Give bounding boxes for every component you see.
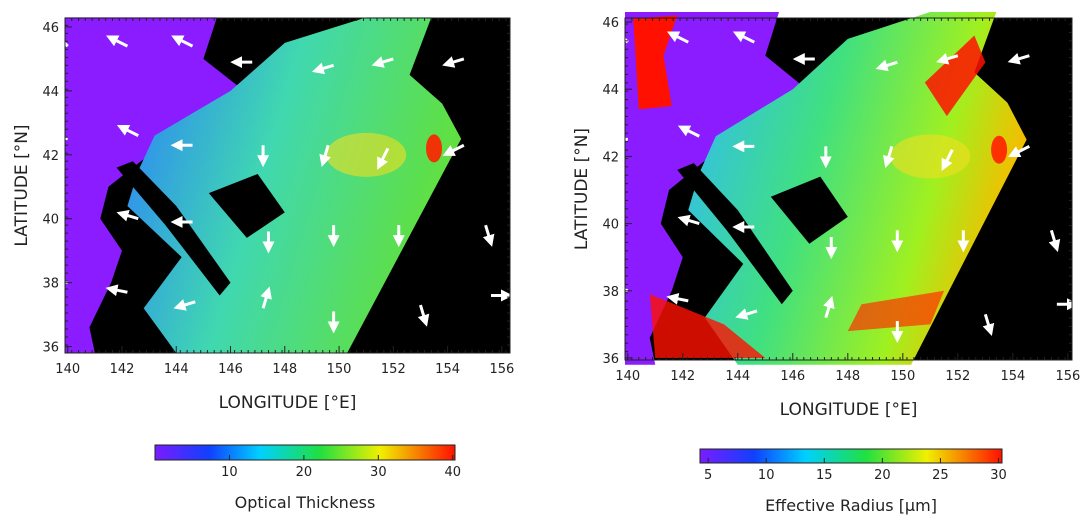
wind-arrow xyxy=(735,308,758,320)
x-tick-label: 146 xyxy=(218,362,243,377)
wind-arrow xyxy=(823,295,835,319)
x-tick-label: 142 xyxy=(670,369,695,384)
x-tick-label: 152 xyxy=(945,369,970,384)
large-droplet-area xyxy=(924,35,986,117)
x-tick-label: 140 xyxy=(615,369,640,384)
cloud-core xyxy=(890,134,971,179)
colorbar-tick-label: 20 xyxy=(296,465,313,480)
x-tick-label: 142 xyxy=(110,362,135,377)
colorbar xyxy=(154,444,456,461)
large-droplet-area xyxy=(847,290,945,332)
wind-arrow xyxy=(260,286,272,309)
wind-arrow xyxy=(732,31,755,44)
wind-arrow xyxy=(442,143,465,156)
x-axis-label: LONGITUDE [°E] xyxy=(780,400,918,420)
plot-frame xyxy=(624,17,1073,361)
colorbar-tick-label: 40 xyxy=(444,465,461,480)
wind-arrow xyxy=(106,35,129,48)
colorbar-label: Optical Thickness xyxy=(235,493,376,512)
cloud-core xyxy=(991,135,1008,164)
y-tick-label: 42 xyxy=(602,150,619,165)
x-tick-label: 144 xyxy=(725,369,750,384)
y-axis-label: LATITUDE [°N] xyxy=(572,128,592,250)
wind-arrow xyxy=(116,209,139,222)
x-tick-label: 154 xyxy=(435,362,460,377)
x-tick-label: 156 xyxy=(1055,369,1080,384)
clear-patch xyxy=(770,176,848,244)
colorbar-tick-label: 10 xyxy=(221,465,238,480)
cloud-core xyxy=(326,132,407,177)
y-tick-label: 40 xyxy=(602,218,619,233)
colorbar xyxy=(699,448,1003,464)
colorbar-tick-label: 20 xyxy=(874,468,891,483)
colorbar-tick-label: 25 xyxy=(932,468,949,483)
y-tick-label: 38 xyxy=(42,277,59,292)
wind-arrow xyxy=(173,299,196,311)
wind-arrow xyxy=(677,214,700,227)
wind-arrow xyxy=(171,35,194,48)
wind-arrow xyxy=(677,125,700,138)
large-droplet-area xyxy=(649,294,766,358)
y-tick-label: 44 xyxy=(602,83,619,98)
x-tick-label: 154 xyxy=(1000,369,1025,384)
x-tick-label: 150 xyxy=(890,369,915,384)
colorbar-tick-label: 30 xyxy=(990,468,1007,483)
x-tick-label: 144 xyxy=(164,362,189,377)
x-tick-label: 148 xyxy=(835,369,860,384)
y-tick-label: 36 xyxy=(42,341,59,356)
x-tick-label: 150 xyxy=(327,362,352,377)
clear-band xyxy=(677,163,793,305)
wind-arrow xyxy=(105,284,128,297)
wind-arrow xyxy=(936,52,959,65)
x-tick-label: 140 xyxy=(55,362,80,377)
wind-arrow xyxy=(666,31,689,44)
wind-arrow xyxy=(941,149,954,172)
y-tick-label: 40 xyxy=(42,213,59,228)
wind-arrow xyxy=(982,313,995,337)
y-tick-label: 36 xyxy=(602,352,619,367)
y-tick-label: 42 xyxy=(42,149,59,164)
clear-patch xyxy=(208,173,285,238)
x-tick-label: 156 xyxy=(489,362,514,377)
colorbar-tick-label: 5 xyxy=(704,468,712,483)
y-tick-label: 46 xyxy=(602,16,619,31)
wind-arrow xyxy=(116,124,139,137)
x-tick-label: 152 xyxy=(381,362,406,377)
colorbar-tick-label: 15 xyxy=(816,468,833,483)
wind-arrow xyxy=(1048,229,1061,253)
wind-arrow xyxy=(1007,144,1031,158)
y-tick-label: 38 xyxy=(602,285,619,300)
wind-arrow xyxy=(1007,52,1030,65)
y-tick-label: 44 xyxy=(42,85,59,100)
colorbar-label: Effective Radius [μm] xyxy=(765,496,937,515)
x-tick-label: 148 xyxy=(272,362,297,377)
large-droplet-area xyxy=(633,15,678,110)
wind-arrow xyxy=(883,145,895,169)
y-tick-label: 46 xyxy=(42,21,59,36)
wind-arrow xyxy=(482,224,495,247)
wind-arrow xyxy=(666,292,689,305)
wind-arrow xyxy=(875,59,898,72)
x-axis-label: LONGITUDE [°E] xyxy=(219,393,357,413)
wind-arrow xyxy=(319,144,331,167)
wind-arrow xyxy=(442,56,465,68)
colorbar-tick-label: 30 xyxy=(370,465,387,480)
wind-arrow xyxy=(371,56,394,68)
wind-arrow xyxy=(311,62,335,75)
cloud-core xyxy=(426,134,443,163)
x-tick-label: 146 xyxy=(780,369,805,384)
wind-arrow xyxy=(417,304,430,327)
clear-band xyxy=(116,161,231,296)
land-region xyxy=(65,17,245,353)
wind-arrow xyxy=(377,147,390,170)
colorbar-tick-label: 10 xyxy=(758,468,775,483)
y-axis-label: LATITUDE [°N] xyxy=(12,124,32,246)
